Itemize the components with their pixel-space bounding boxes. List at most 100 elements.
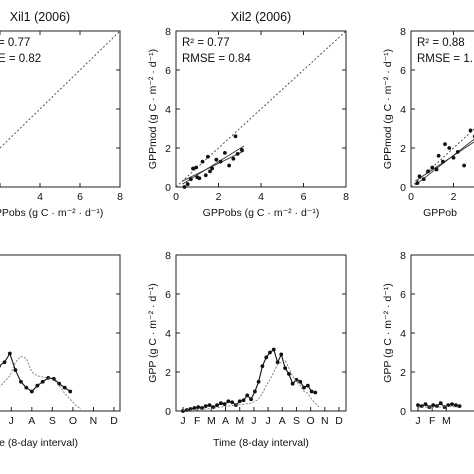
bottom-middle-observed-point xyxy=(196,405,201,409)
bottom-middle-month-label: O xyxy=(307,415,315,427)
top-right-data-point xyxy=(421,177,426,182)
bottom-right-ytick-label: 0 xyxy=(400,406,406,418)
top-right-data-point xyxy=(468,128,473,133)
bottom-middle-observed-point xyxy=(241,398,246,403)
top-middle-stat-text: RMSE = 0.84 xyxy=(182,53,251,65)
top-middle-xtick-label: 2 xyxy=(216,191,222,203)
bottom-middle-observed-point xyxy=(222,402,227,407)
top-middle-data-point xyxy=(188,177,193,182)
top-left-x-axis-label: GPPobs (g C · m⁻² · d⁻¹) xyxy=(0,207,103,219)
top-middle-data-point xyxy=(200,159,205,164)
top-middle-data-point xyxy=(208,169,212,174)
bottom-left-observed-point xyxy=(40,379,45,384)
bottom-middle-observed-point xyxy=(230,400,235,405)
top-right-fit-line xyxy=(415,141,474,182)
bottom-right-observed-point xyxy=(438,401,443,406)
top-right-data-point xyxy=(426,169,430,174)
top-right-ytick-label: 4 xyxy=(400,104,406,116)
bottom-left-x-axis-label: Time (8-day interval) xyxy=(0,437,78,449)
top-middle-fit-line xyxy=(182,150,245,182)
bottom-right-ytick-label: 4 xyxy=(400,328,406,340)
top-right-y-axis-label: GPPmod (g C · m⁻² · d⁻¹) xyxy=(382,49,394,169)
top-middle-data-point xyxy=(197,176,202,181)
bottom-right-ytick-label: 8 xyxy=(400,250,406,262)
bottom-left-month-label: S xyxy=(49,415,56,427)
top-middle-x-axis-label: GPPobs (g C · m⁻² · d⁻¹) xyxy=(203,207,320,219)
bottom-right-observed-point xyxy=(450,402,454,407)
bottom-left-observed-point xyxy=(35,383,40,388)
top-right-data-point xyxy=(415,181,420,186)
bottom-right-observed-point xyxy=(423,402,428,407)
top-left-xtick-label: 8 xyxy=(117,191,123,203)
bottom-middle-modelled-line xyxy=(183,359,320,411)
top-middle-ytick-label: 4 xyxy=(165,104,171,116)
top-middle-data-point xyxy=(222,150,227,155)
bottom-left-observed-point xyxy=(19,379,23,384)
top-middle-one-to-one-line xyxy=(175,30,347,188)
top-right-data-point xyxy=(430,165,435,170)
bottom-right-ytick-label: 2 xyxy=(400,367,406,379)
top-right-data-point xyxy=(451,155,456,160)
top-right-data-point xyxy=(455,150,460,154)
top-middle-ytick-label: 2 xyxy=(165,143,171,155)
top-right-data-point xyxy=(436,153,441,158)
bottom-middle-panel xyxy=(175,254,347,413)
top-left-stat-text: = 0.77 xyxy=(0,37,30,49)
top-right-ytick-label: 8 xyxy=(400,26,406,38)
top-middle-y-axis-label: GPPmod (g C · m⁻² · d⁻¹) xyxy=(147,49,159,169)
bottom-middle-observed-point xyxy=(268,350,272,355)
top-middle-stat-text: R² = 0.77 xyxy=(182,37,230,49)
top-right-ytick-label: 6 xyxy=(400,65,406,77)
bottom-middle-month-label: J xyxy=(265,415,270,427)
bottom-right-observed-point xyxy=(416,403,420,408)
bottom-middle-observed-point xyxy=(305,383,310,388)
bottom-middle-x-axis-label: Time (8-day interval) xyxy=(213,437,309,449)
bottom-middle-ytick-label: 4 xyxy=(165,328,171,340)
bottom-left-observed-point xyxy=(7,351,12,356)
bottom-middle-observed-point xyxy=(290,381,295,386)
bottom-left-observed-point xyxy=(51,376,56,381)
bottom-left-observed-point xyxy=(62,385,67,390)
bottom-middle-month-label: M xyxy=(235,415,244,427)
bottom-right-observed-point xyxy=(457,404,462,409)
bottom-right-observed-point xyxy=(453,403,458,408)
bottom-middle-observed-point xyxy=(309,389,314,394)
top-middle-data-point xyxy=(182,185,187,189)
bottom-middle-observed-point xyxy=(298,379,303,384)
bottom-middle-observed-point xyxy=(226,399,231,404)
top-middle-title: Xil2 (2006) xyxy=(231,10,291,24)
bottom-middle-observed-point xyxy=(279,352,284,357)
bottom-right-y-axis-label: GPP (g C · m⁻² · d⁻¹) xyxy=(382,283,394,383)
top-left-panel xyxy=(0,30,121,188)
top-middle-xtick-label: 6 xyxy=(301,191,307,203)
top-right-fit-line xyxy=(414,138,474,186)
bottom-middle-month-label: D xyxy=(335,415,343,427)
top-right-stat-text: R² = 0.88 xyxy=(417,37,465,49)
top-right-xtick-label: 0 xyxy=(408,191,414,203)
bottom-middle-month-label: M xyxy=(207,415,216,427)
bottom-right-ytick-label: 6 xyxy=(400,289,406,301)
bottom-middle-month-label: J xyxy=(180,415,185,427)
top-middle-panel xyxy=(175,30,347,189)
top-middle-data-point xyxy=(239,148,244,152)
top-right-ytick-label: 0 xyxy=(400,182,406,194)
top-middle-xtick-label: 0 xyxy=(173,191,179,203)
top-right-data-point xyxy=(417,174,422,179)
top-left-title: Xil1 (2006) xyxy=(10,10,70,24)
bottom-right-month-label: M xyxy=(442,415,451,427)
bottom-middle-ytick-label: 8 xyxy=(165,250,171,262)
top-middle-data-point xyxy=(203,173,208,178)
top-right-x-axis-label: GPPob xyxy=(423,207,457,219)
top-middle-fit-line xyxy=(182,145,245,185)
bottom-middle-observed-point xyxy=(249,397,253,402)
top-middle-ytick-label: 8 xyxy=(165,26,171,38)
bottom-middle-observed-point xyxy=(245,393,250,398)
top-left-xtick-label: 6 xyxy=(77,191,83,203)
bottom-middle-ytick-label: 0 xyxy=(165,406,171,418)
top-middle-data-point xyxy=(205,154,210,159)
bottom-middle-month-label: A xyxy=(279,415,286,427)
bottom-middle-observed-point xyxy=(287,372,291,376)
bottom-left-panel xyxy=(0,254,121,412)
top-right-data-point xyxy=(440,159,445,164)
